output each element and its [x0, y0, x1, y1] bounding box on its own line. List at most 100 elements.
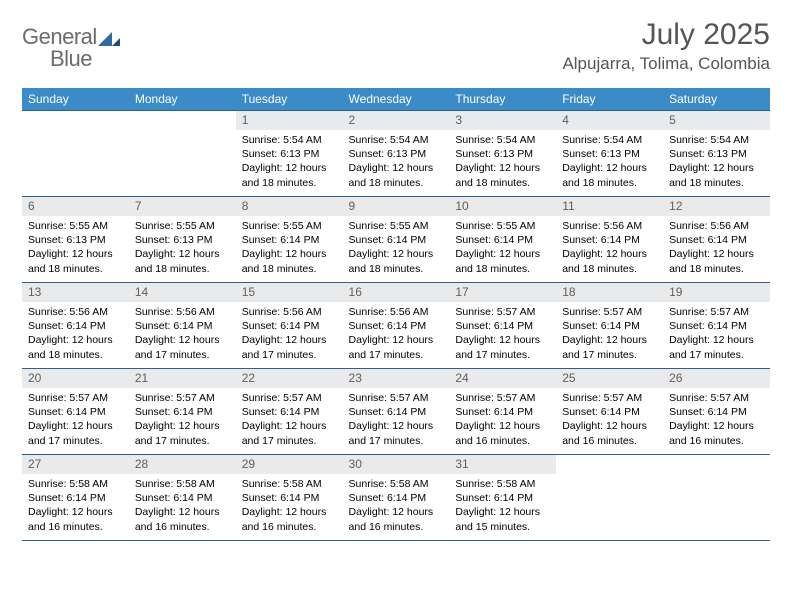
day-number: 27 — [22, 455, 129, 474]
day-content: Sunrise: 5:57 AMSunset: 6:14 PMDaylight:… — [343, 388, 450, 452]
logo: General Blue — [22, 18, 120, 76]
day-content: Sunrise: 5:57 AMSunset: 6:14 PMDaylight:… — [129, 388, 236, 452]
header: General Blue July 2025 Alpujarra, Tolima… — [22, 18, 770, 76]
day-number: 18 — [556, 283, 663, 302]
calendar-cell: .... — [556, 455, 663, 541]
calendar-cell: .... — [129, 111, 236, 197]
calendar-cell: 12Sunrise: 5:56 AMSunset: 6:14 PMDayligh… — [663, 197, 770, 283]
day-number: 17 — [449, 283, 556, 302]
day-content: Sunrise: 5:57 AMSunset: 6:14 PMDaylight:… — [449, 388, 556, 452]
calendar-cell: 19Sunrise: 5:57 AMSunset: 6:14 PMDayligh… — [663, 283, 770, 369]
day-number: 10 — [449, 197, 556, 216]
day-number: 24 — [449, 369, 556, 388]
day-number: 13 — [22, 283, 129, 302]
day-content: Sunrise: 5:57 AMSunset: 6:14 PMDaylight:… — [663, 302, 770, 366]
day-content: Sunrise: 5:58 AMSunset: 6:14 PMDaylight:… — [236, 474, 343, 538]
day-number: 20 — [22, 369, 129, 388]
day-content: Sunrise: 5:55 AMSunset: 6:13 PMDaylight:… — [22, 216, 129, 280]
day-number: 1 — [236, 111, 343, 130]
weekday-fri: Friday — [556, 88, 663, 111]
calendar-cell: 31Sunrise: 5:58 AMSunset: 6:14 PMDayligh… — [449, 455, 556, 541]
day-number: 11 — [556, 197, 663, 216]
weekday-thu: Thursday — [449, 88, 556, 111]
page-title: July 2025 — [562, 18, 770, 52]
calendar-cell: 21Sunrise: 5:57 AMSunset: 6:14 PMDayligh… — [129, 369, 236, 455]
calendar-cell: 18Sunrise: 5:57 AMSunset: 6:14 PMDayligh… — [556, 283, 663, 369]
calendar-cell: 6Sunrise: 5:55 AMSunset: 6:13 PMDaylight… — [22, 197, 129, 283]
calendar-cell: 14Sunrise: 5:56 AMSunset: 6:14 PMDayligh… — [129, 283, 236, 369]
day-number: 21 — [129, 369, 236, 388]
day-content: Sunrise: 5:56 AMSunset: 6:14 PMDaylight:… — [556, 216, 663, 280]
calendar-cell: 8Sunrise: 5:55 AMSunset: 6:14 PMDaylight… — [236, 197, 343, 283]
day-number: 5 — [663, 111, 770, 130]
calendar-cell: 23Sunrise: 5:57 AMSunset: 6:14 PMDayligh… — [343, 369, 450, 455]
day-content: Sunrise: 5:56 AMSunset: 6:14 PMDaylight:… — [663, 216, 770, 280]
day-content: Sunrise: 5:55 AMSunset: 6:14 PMDaylight:… — [343, 216, 450, 280]
day-number: 6 — [22, 197, 129, 216]
day-number: 26 — [663, 369, 770, 388]
day-content: Sunrise: 5:58 AMSunset: 6:14 PMDaylight:… — [129, 474, 236, 538]
calendar-cell: 22Sunrise: 5:57 AMSunset: 6:14 PMDayligh… — [236, 369, 343, 455]
calendar-cell: 25Sunrise: 5:57 AMSunset: 6:14 PMDayligh… — [556, 369, 663, 455]
day-number: 4 — [556, 111, 663, 130]
day-content: Sunrise: 5:54 AMSunset: 6:13 PMDaylight:… — [343, 130, 450, 194]
calendar-cell: 4Sunrise: 5:54 AMSunset: 6:13 PMDaylight… — [556, 111, 663, 197]
calendar-cell: 2Sunrise: 5:54 AMSunset: 6:13 PMDaylight… — [343, 111, 450, 197]
day-content: Sunrise: 5:54 AMSunset: 6:13 PMDaylight:… — [236, 130, 343, 194]
calendar-cell: 9Sunrise: 5:55 AMSunset: 6:14 PMDaylight… — [343, 197, 450, 283]
day-number: 9 — [343, 197, 450, 216]
day-number: 14 — [129, 283, 236, 302]
calendar-cell: 11Sunrise: 5:56 AMSunset: 6:14 PMDayligh… — [556, 197, 663, 283]
calendar-cell: 24Sunrise: 5:57 AMSunset: 6:14 PMDayligh… — [449, 369, 556, 455]
weekday-mon: Monday — [129, 88, 236, 111]
day-number: 2 — [343, 111, 450, 130]
calendar-cell: 28Sunrise: 5:58 AMSunset: 6:14 PMDayligh… — [129, 455, 236, 541]
calendar-row: ........1Sunrise: 5:54 AMSunset: 6:13 PM… — [22, 111, 770, 197]
day-number: 23 — [343, 369, 450, 388]
calendar-cell: 20Sunrise: 5:57 AMSunset: 6:14 PMDayligh… — [22, 369, 129, 455]
day-content: Sunrise: 5:54 AMSunset: 6:13 PMDaylight:… — [449, 130, 556, 194]
day-content: Sunrise: 5:57 AMSunset: 6:14 PMDaylight:… — [22, 388, 129, 452]
day-number: 3 — [449, 111, 556, 130]
calendar-cell: 13Sunrise: 5:56 AMSunset: 6:14 PMDayligh… — [22, 283, 129, 369]
day-content: Sunrise: 5:57 AMSunset: 6:14 PMDaylight:… — [556, 302, 663, 366]
day-content: Sunrise: 5:57 AMSunset: 6:14 PMDaylight:… — [663, 388, 770, 452]
calendar-cell: 26Sunrise: 5:57 AMSunset: 6:14 PMDayligh… — [663, 369, 770, 455]
calendar-cell: 15Sunrise: 5:56 AMSunset: 6:14 PMDayligh… — [236, 283, 343, 369]
day-number: 25 — [556, 369, 663, 388]
day-content: Sunrise: 5:57 AMSunset: 6:14 PMDaylight:… — [236, 388, 343, 452]
day-content: Sunrise: 5:58 AMSunset: 6:14 PMDaylight:… — [449, 474, 556, 538]
calendar-row: 20Sunrise: 5:57 AMSunset: 6:14 PMDayligh… — [22, 369, 770, 455]
calendar-row: 6Sunrise: 5:55 AMSunset: 6:13 PMDaylight… — [22, 197, 770, 283]
day-number: 15 — [236, 283, 343, 302]
day-number: 7 — [129, 197, 236, 216]
calendar-cell: 17Sunrise: 5:57 AMSunset: 6:14 PMDayligh… — [449, 283, 556, 369]
day-number: 31 — [449, 455, 556, 474]
calendar-cell: 27Sunrise: 5:58 AMSunset: 6:14 PMDayligh… — [22, 455, 129, 541]
calendar-cell: 7Sunrise: 5:55 AMSunset: 6:13 PMDaylight… — [129, 197, 236, 283]
location-text: Alpujarra, Tolima, Colombia — [562, 54, 770, 74]
day-content: Sunrise: 5:56 AMSunset: 6:14 PMDaylight:… — [236, 302, 343, 366]
day-content: Sunrise: 5:54 AMSunset: 6:13 PMDaylight:… — [556, 130, 663, 194]
calendar-cell: 5Sunrise: 5:54 AMSunset: 6:13 PMDaylight… — [663, 111, 770, 197]
calendar-row: 27Sunrise: 5:58 AMSunset: 6:14 PMDayligh… — [22, 455, 770, 541]
calendar-cell: 3Sunrise: 5:54 AMSunset: 6:13 PMDaylight… — [449, 111, 556, 197]
day-number: 8 — [236, 197, 343, 216]
weekday-row: Sunday Monday Tuesday Wednesday Thursday… — [22, 88, 770, 111]
calendar-cell: 1Sunrise: 5:54 AMSunset: 6:13 PMDaylight… — [236, 111, 343, 197]
calendar-cell: 30Sunrise: 5:58 AMSunset: 6:14 PMDayligh… — [343, 455, 450, 541]
day-content: Sunrise: 5:58 AMSunset: 6:14 PMDaylight:… — [343, 474, 450, 538]
day-content: Sunrise: 5:54 AMSunset: 6:13 PMDaylight:… — [663, 130, 770, 194]
day-content: Sunrise: 5:56 AMSunset: 6:14 PMDaylight:… — [22, 302, 129, 366]
weekday-tue: Tuesday — [236, 88, 343, 111]
calendar-cell: 29Sunrise: 5:58 AMSunset: 6:14 PMDayligh… — [236, 455, 343, 541]
weekday-wed: Wednesday — [343, 88, 450, 111]
logo-text-b: Blue — [50, 46, 92, 71]
calendar-cell: 16Sunrise: 5:56 AMSunset: 6:14 PMDayligh… — [343, 283, 450, 369]
weekday-sun: Sunday — [22, 88, 129, 111]
day-content: Sunrise: 5:56 AMSunset: 6:14 PMDaylight:… — [343, 302, 450, 366]
logo-mark-icon — [98, 26, 120, 52]
day-number: 28 — [129, 455, 236, 474]
day-number: 29 — [236, 455, 343, 474]
day-number: 12 — [663, 197, 770, 216]
